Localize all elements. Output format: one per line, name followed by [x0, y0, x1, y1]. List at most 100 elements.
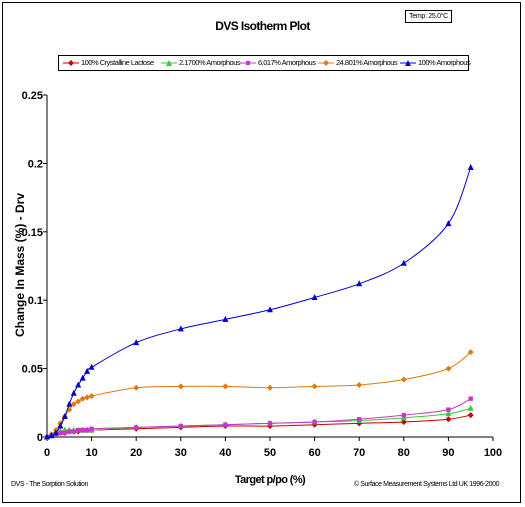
data-point: [70, 401, 77, 408]
y-tick-label: 0.15: [22, 227, 43, 239]
data-point: [177, 325, 184, 332]
legend-label-6-017-amorphous: 6.017% Amorphous: [258, 58, 316, 67]
data-point: [467, 412, 474, 419]
data-point: [312, 419, 317, 425]
legend-swatch-24-801-amorphous: [318, 60, 334, 66]
data-point: [445, 220, 452, 227]
data-point: [400, 259, 407, 266]
data-point: [133, 339, 140, 346]
data-point: [467, 404, 474, 411]
data-point: [61, 412, 68, 419]
data-point: [58, 430, 63, 436]
legend: 100% Crystalline Lactose 2.1700% Amorpho…: [58, 55, 471, 71]
data-point: [267, 421, 273, 426]
data-point: [70, 389, 77, 396]
series-4: [44, 164, 474, 440]
data-point: [84, 367, 91, 374]
x-tick-label: 70: [353, 447, 365, 459]
legend-label-crystalline: 100% Crystalline Lactose: [81, 58, 154, 67]
data-point: [44, 433, 50, 440]
legend-swatch-crystalline: [63, 60, 79, 66]
data-point: [356, 280, 363, 287]
data-point: [311, 293, 318, 300]
y-tick-label: 0.05: [22, 364, 43, 376]
x-tick-label: 100: [484, 447, 502, 459]
y-tick-label: 0: [37, 432, 43, 444]
y-tick-label: 0.25: [22, 90, 43, 102]
x-tick-label: 20: [130, 447, 142, 459]
y-tick-label: 0.2: [28, 158, 43, 170]
data-point: [468, 396, 473, 401]
series-line: [46, 351, 472, 438]
data-point: [89, 426, 94, 431]
data-point: [79, 395, 86, 402]
footer-copyright-text: © Surface Measurement Systems Ltd UK 199…: [354, 481, 500, 488]
data-point: [445, 365, 452, 372]
data-point: [48, 432, 55, 439]
data-point: [267, 384, 273, 391]
x-tick-label: 80: [398, 447, 410, 459]
axes: 0 10 20 30 40 50 60 70 80 90 100 0 0.05 0.1 0.15 0.2 0.2…: [22, 90, 503, 459]
data-point: [134, 425, 139, 430]
data-point: [467, 164, 474, 171]
data-point: [222, 383, 229, 390]
data-point: [84, 394, 91, 401]
chart-title: DVS Isotherm Plot: [215, 19, 310, 33]
data-point: [311, 383, 318, 390]
series-line: [46, 167, 472, 438]
data-point: [401, 412, 406, 418]
chart-frame: [2, 2, 521, 503]
data-point: [178, 423, 183, 429]
data-point: [79, 374, 86, 381]
data-point: [52, 429, 59, 436]
data-point: [71, 429, 76, 434]
data-point: [400, 414, 407, 421]
data-point: [446, 407, 451, 412]
data-point: [177, 383, 184, 390]
data-point: [356, 382, 363, 389]
legend-swatch-6-017-amorphous: [240, 61, 256, 65]
legend-label-24-801-amorphous: 24.801% Amorphous: [336, 58, 398, 67]
y-axis-label: Change In Mass (%) - Drv: [13, 192, 27, 338]
data-point: [445, 410, 452, 417]
data-point: [57, 422, 64, 429]
x-tick-label: 30: [175, 447, 187, 459]
data-point: [76, 427, 81, 433]
data-point: [357, 417, 362, 422]
legend-swatch-100-amorphous: [400, 60, 416, 66]
x-tick-label: 50: [264, 447, 276, 459]
x-axis-label: Target p/po (%): [234, 474, 306, 486]
data-point: [75, 398, 82, 405]
temperature-label: Temp: 25.0°C: [405, 10, 452, 23]
data-point: [267, 306, 273, 313]
x-tick-label: 90: [442, 447, 454, 459]
data-point: [62, 430, 68, 436]
data-point: [67, 429, 72, 434]
data-point: [75, 381, 82, 388]
legend-swatch-2-17-amorphous: [161, 60, 177, 66]
x-tick-label: 10: [85, 447, 97, 459]
footer-left-text: DVS - The Sorption Solution: [11, 481, 89, 488]
data-point: [84, 427, 90, 433]
x-tick-label: 40: [219, 447, 231, 459]
data-point: [223, 422, 228, 427]
data-point: [400, 418, 407, 425]
series-layer: [44, 164, 474, 440]
data-point: [222, 315, 229, 322]
data-point: [88, 392, 95, 399]
data-point: [80, 427, 85, 433]
series-3: [44, 349, 474, 440]
series-line: [46, 407, 471, 438]
data-point: [88, 363, 95, 370]
x-tick-label: 60: [308, 447, 320, 459]
y-tick-label: 0.1: [28, 295, 43, 307]
x-tick-label: 0: [44, 447, 50, 459]
data-point: [445, 416, 452, 423]
data-point: [467, 349, 474, 356]
data-point: [133, 384, 140, 391]
data-point: [66, 400, 73, 407]
legend-label-100-amorphous: 100% Amorphous: [418, 58, 471, 67]
data-point: [400, 376, 407, 383]
series-line: [46, 414, 471, 438]
